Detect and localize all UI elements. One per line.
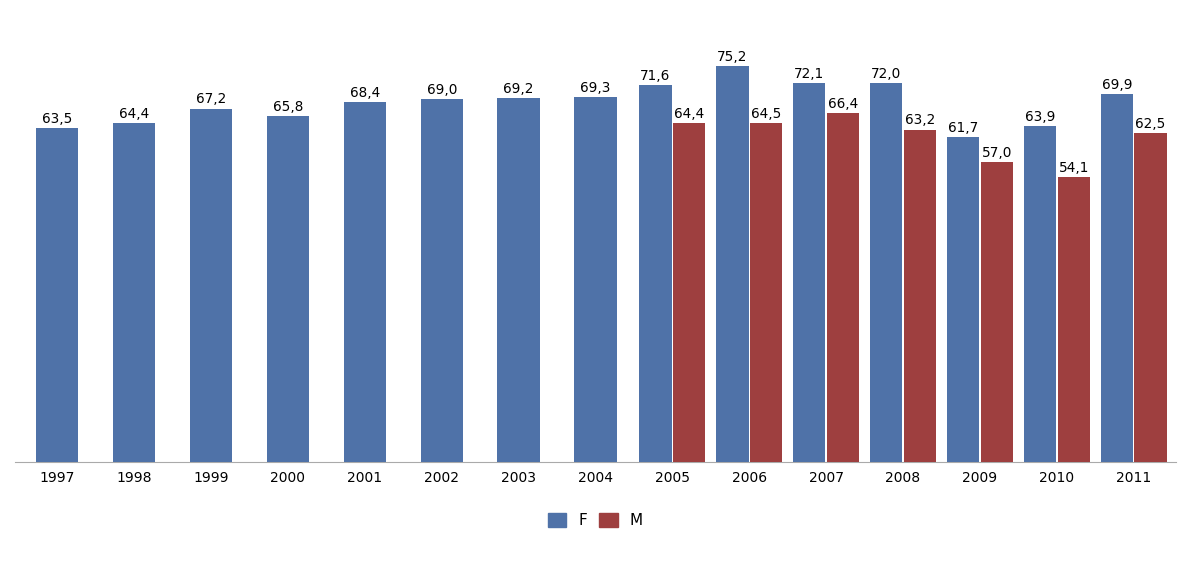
Bar xyxy=(498,98,540,462)
Text: 65,8: 65,8 xyxy=(273,100,304,114)
Bar xyxy=(267,116,310,462)
Text: 69,0: 69,0 xyxy=(426,83,457,97)
Text: 67,2: 67,2 xyxy=(197,92,226,106)
Legend: F, M: F, M xyxy=(542,507,649,535)
Text: 66,4: 66,4 xyxy=(828,97,859,110)
Bar xyxy=(420,99,463,462)
Bar xyxy=(1100,94,1133,462)
Bar xyxy=(947,138,979,462)
Text: 72,1: 72,1 xyxy=(794,66,824,81)
Bar xyxy=(980,162,1014,462)
Text: 75,2: 75,2 xyxy=(717,50,748,64)
Text: 62,5: 62,5 xyxy=(1135,117,1166,131)
Text: 54,1: 54,1 xyxy=(1059,161,1089,175)
Bar xyxy=(189,109,232,462)
Bar xyxy=(1135,133,1167,462)
Bar xyxy=(716,66,748,462)
Text: 64,4: 64,4 xyxy=(674,107,704,121)
Text: 64,4: 64,4 xyxy=(119,107,149,121)
Bar xyxy=(113,123,155,462)
Bar xyxy=(1058,177,1090,462)
Bar xyxy=(793,83,825,462)
Bar xyxy=(36,128,79,462)
Text: 71,6: 71,6 xyxy=(641,69,671,83)
Text: 69,9: 69,9 xyxy=(1102,78,1133,92)
Bar xyxy=(344,102,386,462)
Bar xyxy=(673,123,705,462)
Bar xyxy=(640,86,672,462)
Text: 64,5: 64,5 xyxy=(752,106,781,121)
Bar xyxy=(904,129,936,462)
Text: 69,3: 69,3 xyxy=(580,81,611,95)
Text: 68,4: 68,4 xyxy=(350,86,380,100)
Text: 63,5: 63,5 xyxy=(42,112,73,126)
Text: 72,0: 72,0 xyxy=(871,67,902,81)
Bar xyxy=(750,123,782,462)
Bar xyxy=(1024,126,1056,462)
Bar xyxy=(574,98,617,462)
Text: 63,9: 63,9 xyxy=(1024,110,1055,124)
Text: 57,0: 57,0 xyxy=(981,146,1012,160)
Text: 61,7: 61,7 xyxy=(948,121,978,135)
Text: 63,2: 63,2 xyxy=(905,113,935,127)
Bar xyxy=(827,113,859,462)
Text: 69,2: 69,2 xyxy=(504,82,534,96)
Bar xyxy=(869,83,903,462)
